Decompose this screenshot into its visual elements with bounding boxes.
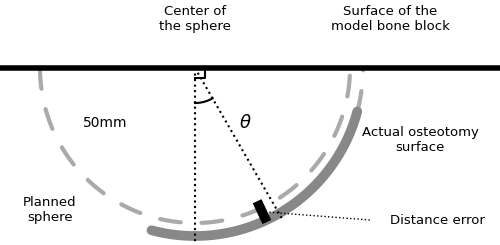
Text: Center of
the sphere: Center of the sphere xyxy=(159,5,231,33)
Text: Planned
sphere: Planned sphere xyxy=(23,196,77,224)
Text: 50mm: 50mm xyxy=(83,116,127,130)
Text: Actual osteotomy
surface: Actual osteotomy surface xyxy=(362,126,478,154)
Text: Distance error: Distance error xyxy=(390,213,485,226)
Text: θ: θ xyxy=(240,114,250,132)
Text: Surface of the
model bone block: Surface of the model bone block xyxy=(330,5,450,33)
